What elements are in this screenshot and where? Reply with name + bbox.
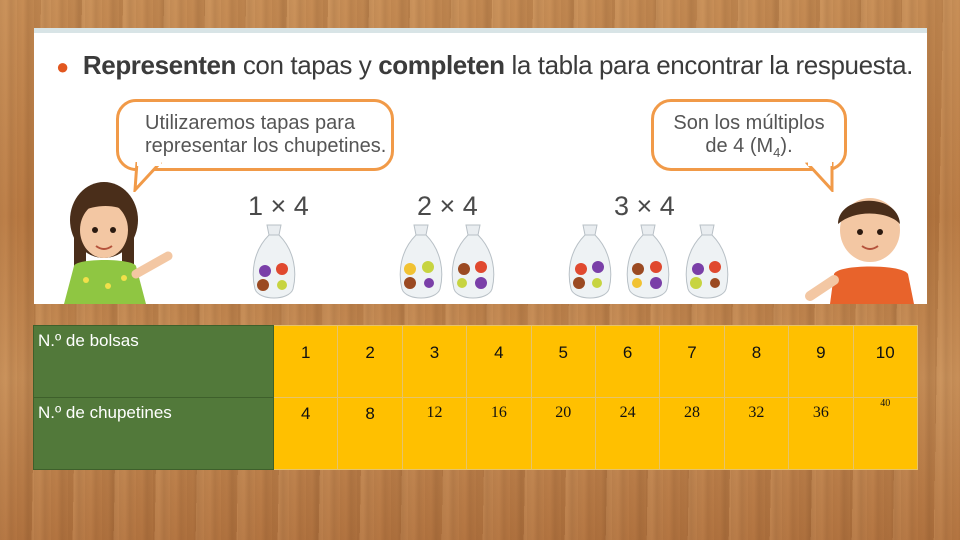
bubble-tail-icon <box>133 162 163 192</box>
cell-bolsas: 2 <box>337 325 403 398</box>
lesson-illustration: ● Representen con tapas y completen la ta… <box>34 28 927 304</box>
candy-bag-icon <box>626 224 670 299</box>
instruction-word-con-tapas: con tapas y <box>242 50 372 80</box>
cell-chupetines: 16 <box>466 397 532 470</box>
girl-illustration <box>64 182 173 304</box>
cell-chupetines: 36 <box>788 397 854 470</box>
cell-bolsas: 8 <box>723 325 790 398</box>
cell-chupetines: 40 <box>852 397 919 470</box>
candy-bag-icon <box>451 224 495 299</box>
bubble-right-text: de 4 (M <box>705 135 774 157</box>
cell-bolsas: 1 <box>272 325 339 398</box>
cell-chupetines: 32 <box>723 397 790 470</box>
candy-bag-icon <box>399 224 443 299</box>
cell-chupetines: 12 <box>401 397 468 470</box>
table-row-bolsas: N.º de bolsas 1 2 3 4 5 6 7 8 9 10 <box>33 325 919 398</box>
bubble-tail-icon <box>804 162 834 192</box>
cell-bolsas: 7 <box>659 325 725 398</box>
speech-bubble-right: Son los múltiplos de 4 (M4). <box>651 99 847 192</box>
multiples-table: N.º de bolsas 1 2 3 4 5 6 7 8 9 10 N.º d… <box>33 325 919 470</box>
row-label-chupetines: N.º de chupetines <box>33 397 274 470</box>
cell-chupetines: 24 <box>594 397 661 470</box>
table-row-chupetines: N.º de chupetines 4 8 12 16 20 24 28 32 … <box>33 397 919 470</box>
mult-label-3x4: 3 × 4 <box>614 191 675 221</box>
cell-bolsas: 10 <box>852 325 919 398</box>
bubble-right-line2: de 4 (M4). <box>654 135 844 164</box>
bubble-left-line2: representar los chupetines. <box>145 135 387 157</box>
cell-bolsas: 3 <box>401 325 468 398</box>
candy-bag-icon <box>685 224 729 299</box>
cell-bolsas: 9 <box>788 325 854 398</box>
cell-chupetines: 20 <box>530 397 596 470</box>
speech-bubble-left: Utilizaremos tapas para representar los … <box>116 99 394 192</box>
bubble-right-subscript: 4 <box>773 145 781 160</box>
bubble-right-end: ). <box>780 135 793 157</box>
top-band <box>34 28 927 33</box>
mult-label-2x4: 2 × 4 <box>417 191 478 221</box>
bubble-left-line1: Utilizaremos tapas para <box>145 112 356 134</box>
instruction-text: ● Representen con tapas y completen la ta… <box>56 50 913 81</box>
instruction-word-representen: Representen <box>82 50 237 80</box>
cell-bolsas: 4 <box>466 325 532 398</box>
cell-bolsas: 6 <box>594 325 661 398</box>
instruction-word-completen: completen <box>378 50 505 80</box>
bubble-right-line1: Son los múltiplos <box>673 112 825 134</box>
candy-bag-icon <box>252 224 296 299</box>
bullet-icon: ● <box>56 54 69 79</box>
cell-chupetines: 8 <box>337 397 403 470</box>
mult-label-1x4: 1 × 4 <box>248 191 309 221</box>
boy-illustration <box>805 198 914 304</box>
cell-chupetines: 28 <box>659 397 725 470</box>
row-label-bolsas: N.º de bolsas <box>33 325 274 398</box>
cell-chupetines: 4 <box>272 397 339 470</box>
instruction-rest: la tabla para encontrar la respuesta. <box>511 50 914 80</box>
cell-bolsas: 5 <box>530 325 596 398</box>
candy-bag-icon <box>568 224 612 299</box>
